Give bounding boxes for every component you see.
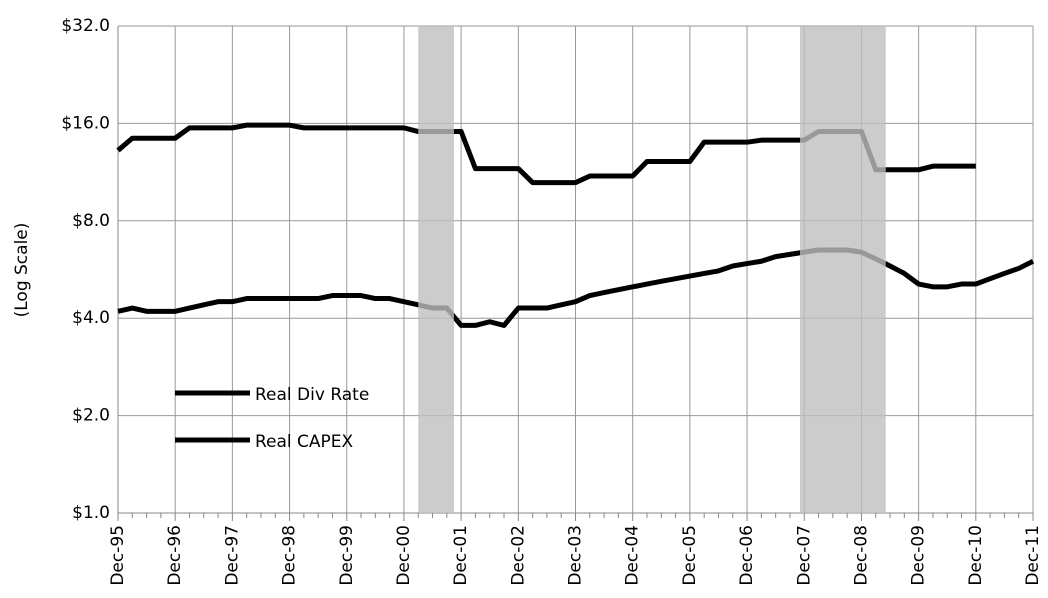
y-tick-label: $8.0: [72, 211, 110, 231]
y-tick-label: $32.0: [61, 16, 110, 36]
y-tick-label: $1.0: [72, 503, 110, 523]
x-tick-label: Dec-00: [394, 525, 414, 586]
shaded-span: [799, 26, 886, 513]
shaded-span: [418, 26, 454, 513]
x-tick-label: Dec-02: [508, 525, 528, 586]
x-tick-label: Dec-95: [108, 525, 128, 586]
y-tick-label: $16.0: [61, 113, 110, 133]
x-tick-label: Dec-10: [966, 525, 986, 586]
x-tick-label: Dec-05: [680, 525, 700, 586]
x-tick-label: Dec-01: [451, 525, 471, 586]
x-tick-label: Dec-04: [623, 525, 643, 586]
x-tick-label: Dec-08: [851, 525, 871, 586]
x-tick-label: Dec-07: [794, 525, 814, 586]
legend-label: Real Div Rate: [255, 385, 369, 405]
y-tick-label: $4.0: [72, 308, 110, 328]
x-tick-label: Dec-98: [280, 525, 300, 586]
x-tick-label: Dec-96: [165, 525, 185, 586]
x-tick-label: Dec-06: [737, 525, 757, 586]
x-tick-label: Dec-11: [1023, 525, 1043, 586]
y-axis-label: (Log Scale): [12, 223, 32, 318]
x-tick-label: Dec-97: [222, 525, 242, 586]
x-tick-label: Dec-03: [566, 525, 586, 586]
x-tick-label: Dec-99: [337, 525, 357, 586]
x-tick-label: Dec-09: [909, 525, 929, 586]
legend-label: Real CAPEX: [255, 432, 354, 452]
y-tick-label: $2.0: [72, 406, 110, 426]
